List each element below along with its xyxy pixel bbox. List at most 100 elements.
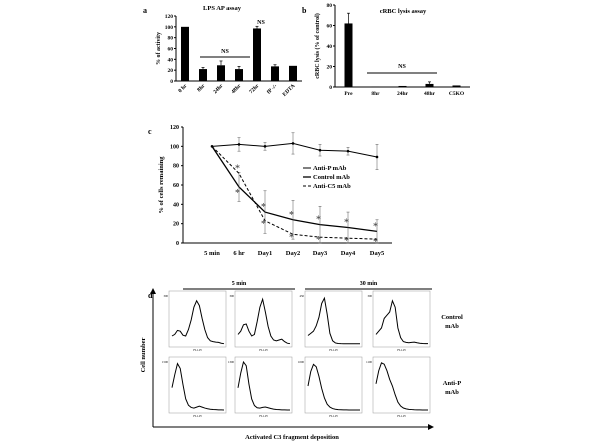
- histogram-frame: [304, 356, 363, 414]
- histogram-curve: [171, 299, 225, 345]
- chart-title: cRBC lysis assay: [380, 8, 427, 15]
- bar: [289, 65, 297, 81]
- x-tick-label: 48hr: [424, 91, 436, 97]
- ns-label: NS: [257, 20, 265, 26]
- time-group-label: 5 min: [232, 281, 247, 287]
- legend-label: Anti-P mAb: [313, 165, 347, 172]
- ns-label: NS: [398, 64, 406, 70]
- panel-label-d: d: [148, 291, 153, 300]
- histogram-curve: [237, 297, 291, 345]
- chart-title: LPS AP assay: [203, 5, 242, 12]
- panel-label-b: b: [302, 6, 307, 15]
- x-tick-label: 8hr: [371, 91, 380, 97]
- histogram-frame: [168, 356, 227, 414]
- histogram-frame: [372, 290, 431, 348]
- bar: [235, 69, 243, 81]
- y-tick-label: 40: [327, 44, 333, 50]
- bar: [371, 86, 380, 87]
- histogram-curve: [171, 362, 225, 411]
- y-tick-label: 120: [165, 14, 174, 20]
- bar: [253, 28, 261, 81]
- y-tick-label: 40: [168, 57, 174, 63]
- y-tick-label: 80: [168, 36, 174, 42]
- panel-b-bar-chart: 0 20 40 60 80 cRBC lysis (% of control) cRBC l…: [314, 3, 470, 97]
- y-tick-label: 1300: [228, 360, 235, 364]
- x-tick-label: fP -/-: [266, 83, 278, 95]
- axis-label: FL1-H: [397, 414, 406, 418]
- histogram-curve: [375, 362, 428, 411]
- y-tick-label: 60: [173, 183, 179, 189]
- significance-asterisk: *: [344, 218, 349, 229]
- data-point: [291, 142, 295, 145]
- ns-label: NS: [221, 49, 229, 55]
- x-tick-label: C5KO: [449, 91, 465, 97]
- x-tick-label: Day2: [286, 250, 300, 257]
- x-tick-label: EDTA: [282, 83, 297, 98]
- significance-asterisk: *: [261, 219, 266, 230]
- y-axis-label: % of activity: [156, 32, 162, 65]
- axis-label: FL1-H: [193, 414, 202, 418]
- panel-label-a: a: [143, 6, 147, 15]
- y-axis-label: cRBC lysis (% of control): [314, 13, 321, 79]
- y-tick-label: 60: [168, 47, 174, 53]
- histogram-curve: [237, 360, 291, 411]
- panel-c-line-chart: 0 20 40 60 80 100 120 % of cells remaining 5 min…: [158, 125, 392, 257]
- histogram-frame: [168, 290, 227, 348]
- row-label: mAb: [445, 323, 459, 330]
- bar: [452, 85, 461, 87]
- x-axis-label: Activated C3 fragment deposition: [245, 434, 339, 441]
- panel-label-c: c: [148, 127, 152, 136]
- data-point: [375, 155, 379, 159]
- series-line: [211, 142, 378, 158]
- time-group-label: 30 min: [360, 281, 378, 287]
- significance-asterisk: *: [373, 221, 378, 232]
- x-tick-label: 5 min: [204, 250, 220, 257]
- y-tick-label: 0: [329, 85, 332, 91]
- y-axis-label: % of cells remaining: [158, 156, 165, 214]
- y-tick-label: 0: [176, 241, 179, 247]
- x-tick-label: 48hr: [230, 83, 242, 95]
- bar: [398, 85, 407, 87]
- data-point: [318, 148, 322, 152]
- y-tick-label: 300: [230, 294, 235, 298]
- arrowhead: [428, 424, 434, 430]
- axis-label: FL1-H: [193, 348, 202, 352]
- y-tick-label: 300: [368, 294, 373, 298]
- significance-asterisk: *: [373, 237, 378, 248]
- y-tick-label: 1100: [366, 360, 372, 364]
- x-tick-label: Day1: [258, 250, 272, 257]
- y-tick-label: 20: [173, 222, 179, 228]
- histogram-curve: [375, 299, 428, 345]
- x-tick-label: 6 hr: [233, 250, 244, 257]
- significance-asterisk: *: [235, 188, 240, 199]
- histogram-frame: [304, 290, 363, 348]
- histogram-curve: [307, 296, 360, 345]
- y-tick-label: 1500: [162, 360, 169, 364]
- x-tick-label: 24hr: [397, 91, 409, 97]
- bar: [181, 26, 189, 81]
- row-label: Anti-P: [443, 380, 461, 387]
- x-tick-label: 8hr: [196, 83, 206, 93]
- significance-asterisk: *: [289, 232, 294, 243]
- histogram-frame: [234, 290, 293, 348]
- axis-label: FL1-H: [397, 348, 406, 352]
- x-tick-label: 24hr: [212, 83, 224, 95]
- panel-a-bar-chart: 0 20 40 60 80 100 120 % of activity LPS AP assay…: [156, 5, 302, 98]
- bar: [344, 23, 353, 87]
- histogram-frame: [372, 356, 431, 414]
- y-tick-label: 120: [170, 125, 179, 131]
- bar: [199, 69, 207, 81]
- y-tick-label: 20: [168, 68, 174, 74]
- x-tick-label: 72hr: [248, 83, 260, 95]
- row-label: mAb: [445, 389, 459, 396]
- axis-label: FL1-H: [259, 414, 268, 418]
- axis-label: FL1-H: [329, 414, 338, 418]
- row-label: Control: [441, 314, 463, 321]
- significance-asterisk: *: [235, 163, 240, 174]
- legend-label: Anti-C5 mAb: [313, 183, 351, 190]
- x-tick-label: Day3: [313, 250, 328, 257]
- bar: [217, 65, 225, 81]
- y-tick-label: 40: [173, 202, 179, 208]
- significance-asterisk: *: [316, 215, 321, 226]
